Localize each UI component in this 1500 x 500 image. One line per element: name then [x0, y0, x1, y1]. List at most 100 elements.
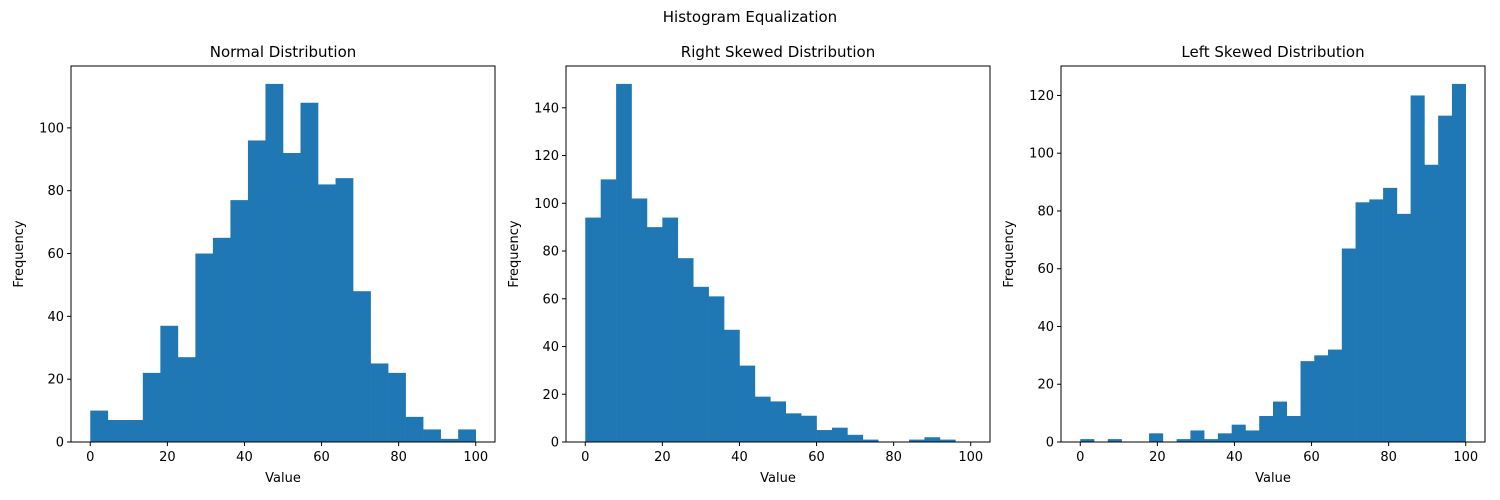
y-tick-label: 80 — [1037, 204, 1054, 219]
histogram-bar — [631, 198, 648, 442]
histogram-bar — [646, 227, 663, 442]
histogram-bar — [1355, 202, 1370, 442]
subplot-title: Left Skewed Distribution — [1181, 43, 1364, 61]
histogram-bar — [125, 420, 144, 442]
histogram-bar — [423, 429, 441, 442]
y-tick-label: 60 — [542, 292, 559, 307]
histogram-bar — [909, 439, 925, 442]
histogram-bar — [847, 434, 864, 442]
histogram-bar — [1286, 416, 1301, 442]
histogram-bar — [1259, 416, 1274, 442]
histogram-bar — [616, 83, 632, 443]
histogram-bar — [195, 253, 214, 442]
histogram-bar — [177, 357, 196, 442]
histogram-bar — [405, 416, 424, 442]
x-tick-label: 20 — [654, 450, 671, 465]
histogram-bar — [212, 237, 231, 442]
y-tick-label: 80 — [542, 245, 559, 260]
histogram-bar — [1328, 349, 1343, 442]
histogram-bar — [585, 217, 601, 442]
x-axis-label: Value — [760, 471, 796, 486]
histogram-bar — [1149, 433, 1164, 442]
histogram-bar — [785, 413, 802, 442]
y-tick-label: 60 — [47, 247, 64, 262]
histogram-bar — [862, 439, 879, 442]
x-tick-label: 100 — [958, 450, 983, 465]
histogram-bar — [1176, 439, 1191, 442]
y-axis-label: Frequency — [12, 220, 27, 287]
subplot-normal: 0 20 40 60 80 100 0 20 40 60 80 100 Normal Distribut… — [12, 43, 496, 486]
subplot-title: Right Skewed Distribution — [681, 43, 875, 61]
histogram-bar — [924, 437, 941, 442]
y-axis-label: Frequency — [507, 220, 522, 287]
histogram-bar — [1438, 115, 1453, 443]
histogram-bar — [754, 396, 771, 442]
y-tick-label: 40 — [1037, 320, 1054, 335]
x-tick-label: 60 — [313, 450, 330, 465]
histogram-bar — [1080, 439, 1095, 442]
histogram-bar — [318, 184, 336, 443]
axes-frame — [565, 65, 991, 443]
histogram-bar — [300, 102, 319, 442]
x-tick-label: 0 — [1076, 450, 1084, 465]
x-tick-label: 20 — [159, 450, 176, 465]
x-tick-label: 0 — [581, 450, 589, 465]
histogram-bar — [1383, 187, 1398, 442]
histogram-bar — [724, 329, 740, 442]
y-tick-label: 0 — [551, 436, 559, 451]
y-tick-label: 100 — [39, 121, 64, 136]
histogram-bar — [440, 438, 459, 442]
y-tick-label: 40 — [542, 340, 559, 355]
x-tick-label: 80 — [1380, 450, 1397, 465]
y-tick-label: 80 — [47, 184, 64, 199]
y-tick-label: 40 — [47, 310, 64, 325]
x-tick-label: 20 — [1149, 450, 1166, 465]
histogram-bar — [662, 217, 679, 442]
histogram-bar — [265, 83, 284, 443]
histogram-bar — [939, 439, 956, 442]
y-tick-label: 120 — [1029, 89, 1054, 104]
histogram-bar — [1410, 95, 1425, 443]
histogram-bar — [1217, 433, 1232, 442]
histogram-bar — [142, 372, 161, 442]
x-tick-label: 40 — [731, 450, 748, 465]
histogram-bar — [801, 415, 817, 442]
y-tick-label: 20 — [47, 373, 64, 388]
x-tick-label: 40 — [1226, 450, 1243, 465]
x-axis-label: Value — [1255, 471, 1291, 486]
histogram-bar — [1245, 430, 1260, 442]
histogram-bar — [1341, 248, 1356, 442]
x-tick-label: 0 — [86, 450, 94, 465]
histogram-bar — [739, 365, 756, 442]
y-tick-label: 100 — [534, 197, 559, 212]
histogram-bar — [1190, 430, 1205, 442]
x-axis-label: Value — [265, 471, 301, 486]
y-tick-label: 20 — [542, 388, 559, 403]
histogram-bar — [353, 291, 371, 442]
histogram-bar — [90, 410, 109, 442]
histogram-bar — [388, 372, 406, 442]
x-tick-label: 60 — [808, 450, 825, 465]
histogram-bar — [230, 200, 249, 442]
histogram-bar — [1231, 424, 1246, 442]
histogram-bar — [335, 178, 354, 442]
histogram-bar — [1204, 439, 1219, 442]
histogram-bar — [1107, 439, 1122, 442]
y-axis-label: Frequency — [1002, 220, 1017, 287]
histogram-bar — [831, 427, 848, 442]
histogram-bar — [816, 430, 833, 442]
y-tick-label: 100 — [1029, 147, 1054, 162]
subplot-right-skewed: 0 20 40 60 80 100 0 20 40 60 80 100 120 140 Right Skew… — [507, 43, 991, 486]
histogram-bar — [1396, 213, 1411, 442]
x-tick-label: 60 — [1303, 450, 1320, 465]
histogram-bar — [107, 420, 126, 442]
histogram-bar — [458, 429, 476, 442]
histogram-bar — [247, 140, 266, 442]
y-tick-label: 0 — [1046, 436, 1054, 451]
y-tick-label: 140 — [534, 101, 559, 116]
subplot-title: Normal Distribution — [210, 43, 357, 61]
histogram-bar — [708, 296, 725, 442]
histogram-bar — [770, 401, 787, 442]
subplot-left-skewed: 0 20 40 60 80 100 0 20 40 60 80 100 120 Left Skewed D… — [1002, 43, 1486, 486]
